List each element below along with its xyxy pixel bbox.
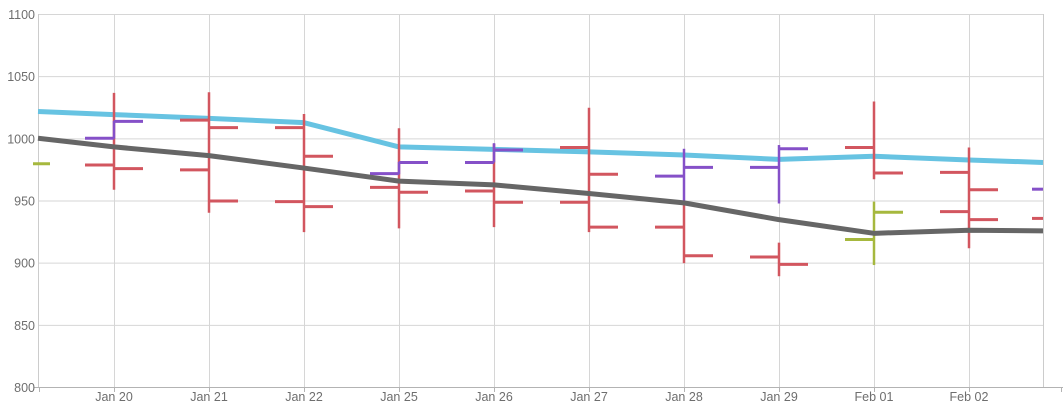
x-axis — [34, 387, 1063, 392]
x-tick-label: Jan 25 — [380, 390, 418, 404]
gray-trend-line — [37, 135, 1044, 236]
x-tick-label: Feb 02 — [950, 390, 989, 404]
x-axis-labels: Jan 20 Jan 21 Jan 22 Jan 25 Jan 26 Jan 27 Jan … — [95, 390, 988, 404]
x-tick-label: Jan 20 — [95, 390, 133, 404]
ohlc-bar-jan-25 — [370, 128, 428, 229]
ohlc-bar-feb-01 — [845, 101, 903, 266]
y-tick-label: 1100 — [8, 8, 35, 22]
x-tick-label: Jan 22 — [285, 390, 323, 404]
ohlc-bar-jan-22 — [275, 113, 333, 233]
y-tick-label: 1000 — [7, 132, 35, 146]
y-tick-label: 800 — [14, 381, 35, 395]
x-tick-label: Jan 21 — [190, 390, 228, 404]
y-tick-label: 900 — [14, 257, 35, 271]
y-tick-label: 1050 — [7, 70, 35, 84]
ohlc-bar-jan-29 — [750, 145, 808, 277]
ohlc-bar-jan-27 — [560, 107, 618, 233]
ohlc-bar-jan-28 — [655, 148, 713, 264]
ohlc-bar-jan-21 — [180, 92, 238, 213]
y-tick-label: 950 — [14, 195, 35, 209]
ohlc-bar-feb-03 — [1032, 187, 1043, 220]
x-tick-label: Jan 29 — [760, 390, 798, 404]
y-axis-labels: 1100 1050 1000 950 900 850 800 — [7, 8, 35, 395]
ohlc-bars — [33, 92, 1043, 277]
plot-borders — [38, 14, 1044, 388]
x-tick-label: Feb 01 — [855, 390, 894, 404]
y-tick-label: 850 — [14, 319, 35, 333]
ohlc-bar-jan-20 — [85, 92, 143, 190]
blue-trend-line — [37, 108, 1044, 165]
x-tick-label: Jan 26 — [475, 390, 513, 404]
gridlines — [38, 14, 1044, 388]
x-tick-label: Jan 28 — [665, 390, 703, 404]
x-tick-label: Jan 27 — [570, 390, 608, 404]
